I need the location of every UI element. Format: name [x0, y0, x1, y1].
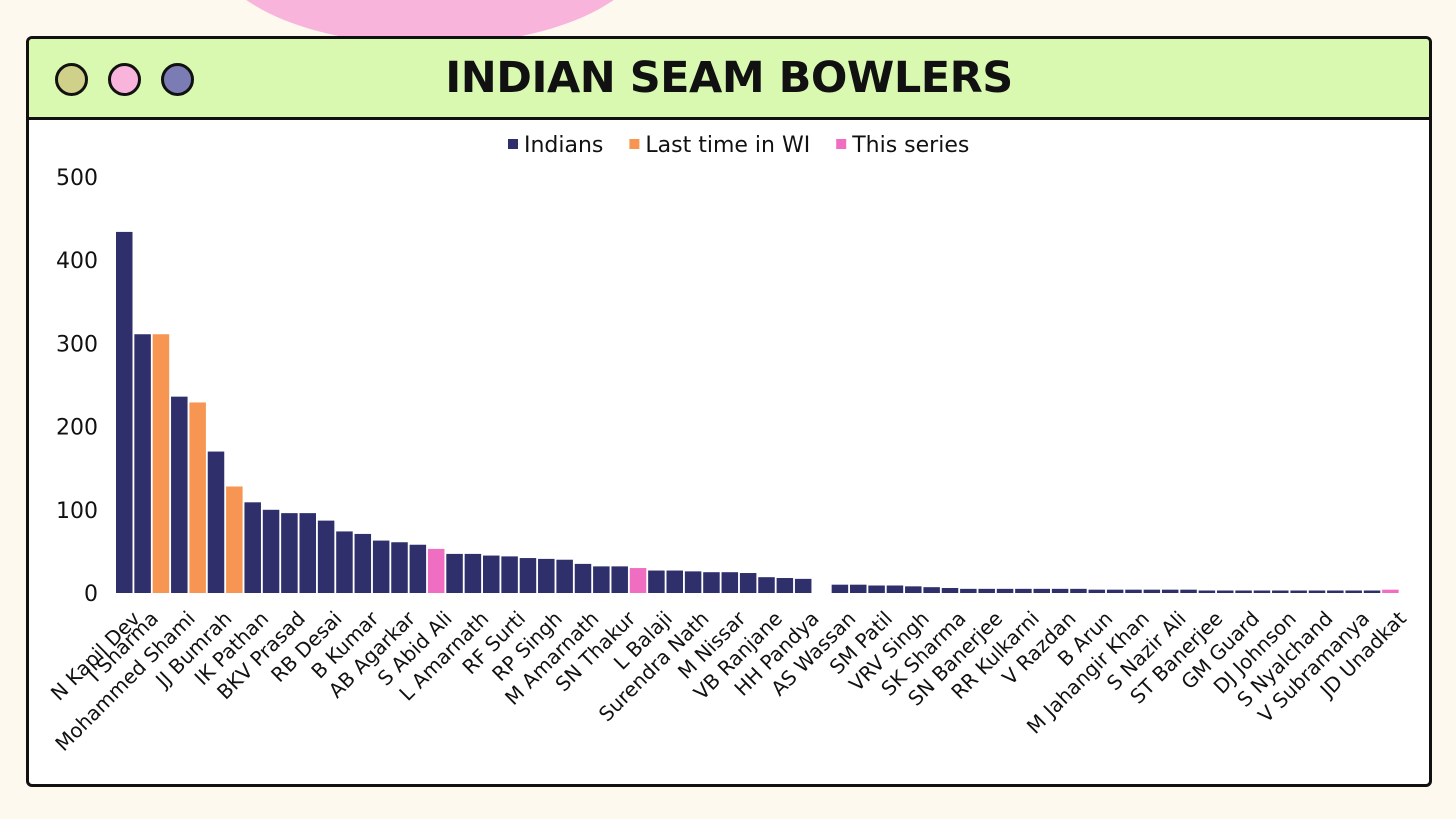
bar-0 — [116, 231, 133, 593]
bar-33 — [721, 572, 739, 593]
bar-26 — [593, 566, 610, 593]
bar-22 — [519, 558, 537, 593]
bar-53 — [1088, 589, 1106, 593]
chart-bars — [116, 231, 1399, 593]
olive-dot[interactable] — [55, 63, 88, 96]
bar-12 — [336, 531, 353, 593]
bar-chart: Indians Last time in WI This series 0 100 20… — [46, 133, 1411, 756]
bar-35 — [758, 577, 775, 593]
purple-dot[interactable] — [161, 63, 194, 96]
bar-41 — [868, 585, 885, 593]
bar-11 — [317, 520, 335, 593]
legend-label-1: Last time in WI — [645, 133, 810, 158]
bar-56 — [1143, 589, 1161, 593]
bar-36 — [776, 578, 794, 593]
bar-37 — [794, 578, 812, 593]
bar-46 — [960, 588, 977, 593]
bar-25 — [574, 563, 592, 593]
y-tick-label-2: 200 — [56, 416, 98, 441]
legend-label-0: Indians — [524, 133, 603, 158]
chart-legend: Indians Last time in WI This series — [508, 133, 969, 158]
bar-50 — [1033, 588, 1050, 593]
bar-7 — [244, 502, 261, 593]
bar-10 — [299, 513, 316, 593]
bar-27 — [611, 566, 628, 593]
bar-67 — [1345, 590, 1362, 593]
bar-2 — [152, 334, 170, 593]
bar-57 — [1161, 589, 1179, 593]
bar-64 — [1290, 590, 1307, 593]
legend-swatch-2 — [836, 139, 847, 149]
bar-5 — [207, 451, 225, 593]
bar-49 — [1015, 588, 1032, 593]
bar-6 — [226, 486, 243, 593]
bar-31 — [684, 571, 702, 593]
y-tick-label-5: 500 — [56, 166, 98, 191]
y-axis: 0 100 200 300 400 500 — [56, 166, 98, 607]
bar-40 — [850, 584, 867, 593]
bar-30 — [666, 570, 683, 593]
y-tick-label-0: 0 — [84, 582, 98, 607]
bar-52 — [1070, 588, 1087, 593]
bar-4 — [189, 402, 206, 593]
pink-dot[interactable] — [108, 63, 141, 96]
bar-18 — [446, 553, 463, 593]
bar-62 — [1253, 590, 1271, 593]
y-tick-label-1: 100 — [56, 499, 98, 524]
bar-63 — [1272, 590, 1289, 593]
window-title: INDIAN SEAM BOWLERS — [445, 53, 1013, 103]
bar-54 — [1106, 589, 1124, 593]
bar-66 — [1327, 590, 1344, 593]
chart-window: INDIAN SEAM BOWLERS Indians Last time in … — [26, 36, 1432, 787]
bar-32 — [703, 572, 720, 593]
bar-1 — [134, 334, 151, 593]
bar-51 — [1051, 588, 1069, 593]
legend-label-2: This series — [851, 133, 969, 158]
bar-3 — [171, 396, 188, 593]
bar-17 — [427, 548, 445, 593]
y-tick-label-3: 300 — [56, 332, 98, 357]
bar-23 — [538, 558, 555, 593]
bar-14 — [372, 540, 390, 593]
bar-13 — [354, 533, 372, 593]
bar-68 — [1363, 590, 1381, 593]
bar-28 — [629, 568, 647, 593]
bar-34 — [739, 573, 757, 593]
bar-24 — [556, 559, 573, 593]
bar-15 — [391, 542, 408, 593]
bar-39 — [831, 584, 849, 593]
bar-42 — [886, 585, 904, 593]
bar-19 — [464, 553, 482, 593]
bar-47 — [978, 588, 995, 593]
bar-21 — [501, 556, 518, 593]
bar-9 — [281, 513, 298, 593]
bar-58 — [1180, 589, 1197, 593]
window-titlebar: INDIAN SEAM BOWLERS — [29, 39, 1429, 120]
y-tick-label-4: 400 — [56, 249, 98, 274]
bar-43 — [905, 586, 922, 593]
bar-60 — [1217, 590, 1234, 593]
bar-20 — [483, 555, 500, 593]
legend-swatch-1 — [629, 139, 640, 149]
bar-69 — [1382, 589, 1399, 593]
bar-44 — [923, 587, 940, 593]
bar-61 — [1235, 590, 1252, 593]
bar-55 — [1125, 589, 1142, 593]
bar-16 — [409, 544, 427, 593]
bar-29 — [648, 570, 665, 593]
bar-8 — [262, 509, 280, 593]
bar-59 — [1198, 590, 1216, 593]
bar-45 — [941, 588, 959, 593]
bar-48 — [996, 588, 1014, 593]
bar-65 — [1308, 590, 1326, 593]
legend-swatch-0 — [508, 139, 518, 149]
